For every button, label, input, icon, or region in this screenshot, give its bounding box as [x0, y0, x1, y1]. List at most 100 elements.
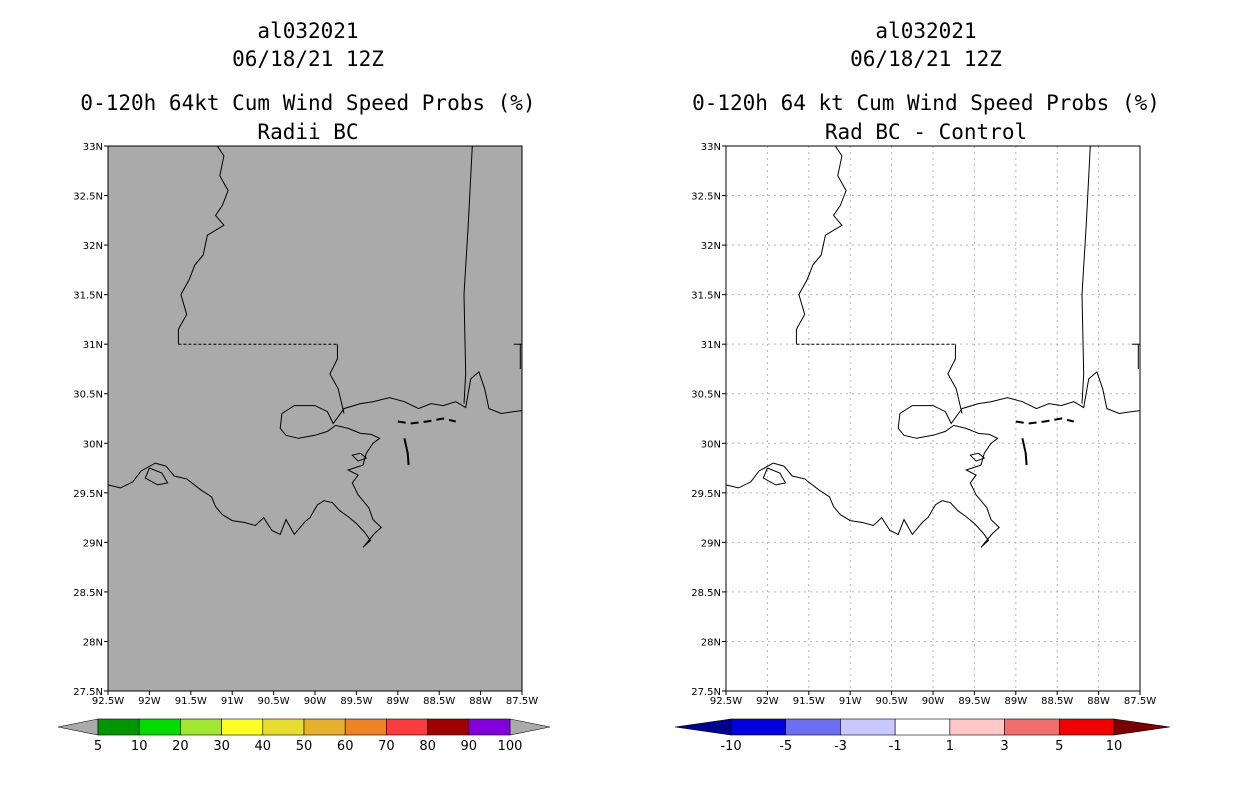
- colorbar-label: 30: [213, 739, 230, 754]
- lat-tick-label: 31.5N: [691, 291, 721, 302]
- state-border-ms-al: [463, 145, 473, 404]
- colorbar-swatch: [427, 718, 470, 736]
- colorbar-swatch: [138, 718, 181, 736]
- lon-tick-label: 88.5W: [1041, 696, 1073, 707]
- coastline: [107, 371, 523, 548]
- lat-tick-label: 28N: [83, 637, 103, 648]
- map-panel-left: al032021 06/18/21 12Z 0-120h 64kt Cum Wind…: [57, 19, 551, 754]
- colorbar-swatch: [97, 718, 140, 736]
- colorbar-label: 1: [946, 739, 954, 754]
- lon-tick-label: 90.5W: [258, 696, 290, 707]
- lon-tick-label: 88W: [469, 696, 492, 707]
- state-border-mississippi-river: [795, 145, 847, 345]
- colorbar-swatch: [949, 718, 1005, 736]
- colorbar-label: -10: [720, 739, 741, 754]
- coastline-bay: [762, 467, 787, 486]
- coastline-island: [969, 452, 986, 462]
- lon-tick-label: 91.5W: [793, 696, 825, 707]
- lon-tick-label: 92.5W: [92, 696, 124, 707]
- map-panel-right: al032021 06/18/21 12Z 0-120h 64 kt Cum Win…: [674, 19, 1171, 754]
- coastline-bay: [144, 467, 169, 486]
- lon-tick-label: 88.5W: [423, 696, 455, 707]
- colorbar-label: 80: [419, 739, 436, 754]
- lon-tick-label: 91W: [221, 696, 244, 707]
- map-lines: [725, 145, 1141, 548]
- lat-tick-label: 32.5N: [691, 192, 721, 203]
- colorbar-swatch: [221, 718, 264, 736]
- colorbar-end-low: [57, 718, 99, 736]
- lon-tick-label: 90W: [922, 696, 945, 707]
- state-border-mississippi-river: [177, 145, 229, 345]
- panel-title-line-2: 06/18/21 12Z: [232, 47, 384, 71]
- barrier-islands: [397, 417, 457, 425]
- lat-tick-label: 33N: [701, 142, 721, 153]
- colorbar-label: -5: [779, 739, 792, 754]
- lat-tick-label: 31.5N: [73, 291, 103, 302]
- panel-title-line-2: 06/18/21 12Z: [850, 47, 1002, 71]
- lon-tick-label: 90.5W: [876, 696, 908, 707]
- lon-tick-label: 89.5W: [340, 696, 372, 707]
- lon-tick-label: 89W: [386, 696, 409, 707]
- lon-tick-label: 89.5W: [958, 696, 990, 707]
- state-border-pearl: [947, 344, 963, 414]
- colorbar-label: 5: [1055, 739, 1063, 754]
- colorbar-label: 3: [1000, 739, 1008, 754]
- chandeleur-islands: [1021, 438, 1028, 466]
- colorbar-label: -3: [834, 739, 847, 754]
- map-area: [108, 146, 522, 691]
- lat-tick-label: 29.5N: [691, 489, 721, 500]
- lon-tick-label: 87.5W: [506, 696, 538, 707]
- coastline: [725, 371, 1141, 548]
- lon-tick-label: 91.5W: [175, 696, 207, 707]
- lon-tick-label: 92.5W: [710, 696, 742, 707]
- lat-tick-label: 29.5N: [73, 489, 103, 500]
- state-border-pearl: [329, 344, 345, 414]
- colorbar-label: 5: [94, 739, 102, 754]
- colorbar-swatch: [303, 718, 346, 736]
- panel-title-line-1: al032021: [875, 19, 976, 43]
- lat-tick-label: 32N: [701, 241, 721, 252]
- lon-tick-label: 91W: [839, 696, 862, 707]
- colorbar-label: 100: [498, 739, 523, 754]
- state-border-ms-al: [1081, 145, 1091, 404]
- lat-tick-label: 28.5N: [691, 588, 721, 599]
- colorbar: 5 10 20 30 40 50 60 70 80 90 100: [57, 718, 551, 754]
- lon-tick-label: 87.5W: [1124, 696, 1156, 707]
- colorbar-end-high: [509, 718, 551, 736]
- panel-title-line-1: al032021: [257, 19, 358, 43]
- colorbar-swatch: [840, 718, 896, 736]
- colorbar-swatch: [344, 718, 387, 736]
- colorbar-swatch: [1058, 718, 1115, 736]
- lat-tick-label: 31N: [83, 340, 103, 351]
- lon-tick-label: 92W: [756, 696, 779, 707]
- coastline-island: [351, 452, 368, 462]
- lat-tick-label: 32N: [83, 241, 103, 252]
- panel-title-line-3: 0-120h 64 kt Cum Wind Speed Probs (%): [692, 91, 1160, 115]
- lat-tick-label: 27.5N: [691, 687, 721, 698]
- colorbar: -10 -5 -3 -1 1 3 5 10: [674, 718, 1171, 754]
- lat-tick-label: 31N: [701, 340, 721, 351]
- lat-tick-label: 28.5N: [73, 588, 103, 599]
- panel-title-line-4: Rad BC - Control: [825, 120, 1027, 144]
- lon-tick-label: 88W: [1087, 696, 1110, 707]
- colorbar-swatch: [785, 718, 841, 736]
- colorbar-swatch: [894, 718, 951, 736]
- chandeleur-islands: [403, 438, 410, 466]
- panel-title-line-4: Radii BC: [257, 120, 358, 144]
- lat-tick-label: 33N: [83, 142, 103, 153]
- lon-tick-label: 92W: [138, 696, 161, 707]
- colorbar-label: 70: [378, 739, 395, 754]
- colorbar-end-low: [674, 718, 732, 736]
- lat-tick-label: 30N: [83, 439, 103, 450]
- colorbar-end-high: [1113, 718, 1171, 736]
- colorbar-swatch: [1004, 718, 1060, 736]
- lon-tick-label: 89W: [1004, 696, 1027, 707]
- gridlines: [726, 146, 1140, 691]
- map-lines: [107, 145, 523, 548]
- lat-tick-label: 30N: [701, 439, 721, 450]
- colorbar-label: 50: [296, 739, 313, 754]
- lat-tick-label: 27.5N: [73, 687, 103, 698]
- lat-tick-label: 30.5N: [73, 390, 103, 401]
- colorbar-label: 10: [1106, 739, 1123, 754]
